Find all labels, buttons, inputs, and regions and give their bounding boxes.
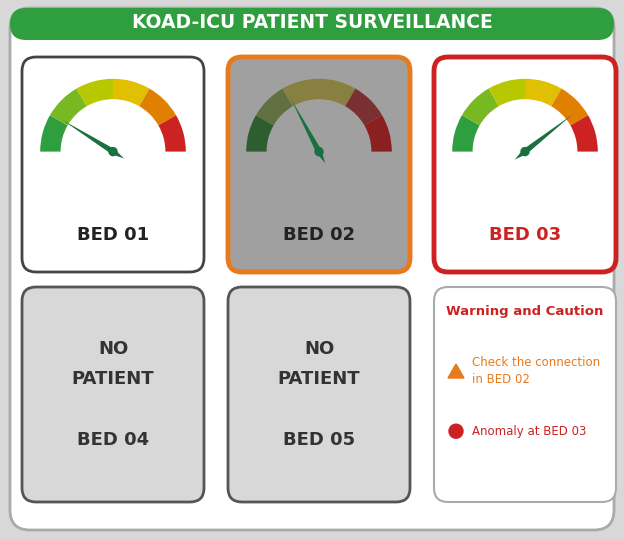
Wedge shape <box>452 115 480 152</box>
Polygon shape <box>62 120 124 159</box>
FancyBboxPatch shape <box>434 57 616 272</box>
FancyBboxPatch shape <box>434 287 616 502</box>
Wedge shape <box>40 115 67 152</box>
Wedge shape <box>283 79 319 106</box>
Wedge shape <box>77 79 113 106</box>
Polygon shape <box>291 99 325 163</box>
Wedge shape <box>462 89 499 125</box>
Wedge shape <box>364 115 392 152</box>
Wedge shape <box>570 115 598 152</box>
FancyBboxPatch shape <box>10 8 614 40</box>
Text: NO
PATIENT

BED 05: NO PATIENT BED 05 <box>278 340 360 449</box>
FancyBboxPatch shape <box>10 8 614 530</box>
FancyBboxPatch shape <box>228 57 410 272</box>
Wedge shape <box>525 79 562 106</box>
Wedge shape <box>256 89 293 125</box>
Circle shape <box>315 147 323 156</box>
Wedge shape <box>551 89 588 125</box>
Text: Warning and Caution: Warning and Caution <box>446 306 603 319</box>
Text: BED 01: BED 01 <box>77 226 149 245</box>
Circle shape <box>109 147 117 156</box>
Wedge shape <box>50 89 87 125</box>
Wedge shape <box>139 89 176 125</box>
Polygon shape <box>448 364 464 378</box>
Text: NO
PATIENT

BED 04: NO PATIENT BED 04 <box>72 340 154 449</box>
Text: Anomaly at BED 03: Anomaly at BED 03 <box>472 424 587 438</box>
FancyBboxPatch shape <box>22 57 204 272</box>
Wedge shape <box>246 115 273 152</box>
Text: BED 03: BED 03 <box>489 226 561 245</box>
Wedge shape <box>319 79 356 106</box>
Circle shape <box>521 147 529 156</box>
Wedge shape <box>158 115 186 152</box>
Text: BED 02: BED 02 <box>283 226 355 245</box>
Text: Check the connection
in BED 02: Check the connection in BED 02 <box>472 356 600 386</box>
FancyBboxPatch shape <box>228 287 410 502</box>
Polygon shape <box>515 115 572 160</box>
Wedge shape <box>113 79 149 106</box>
Text: KOAD-ICU PATIENT SURVEILLANCE: KOAD-ICU PATIENT SURVEILLANCE <box>132 14 492 32</box>
FancyBboxPatch shape <box>22 287 204 502</box>
Wedge shape <box>489 79 525 106</box>
Circle shape <box>449 424 463 438</box>
Wedge shape <box>345 89 382 125</box>
